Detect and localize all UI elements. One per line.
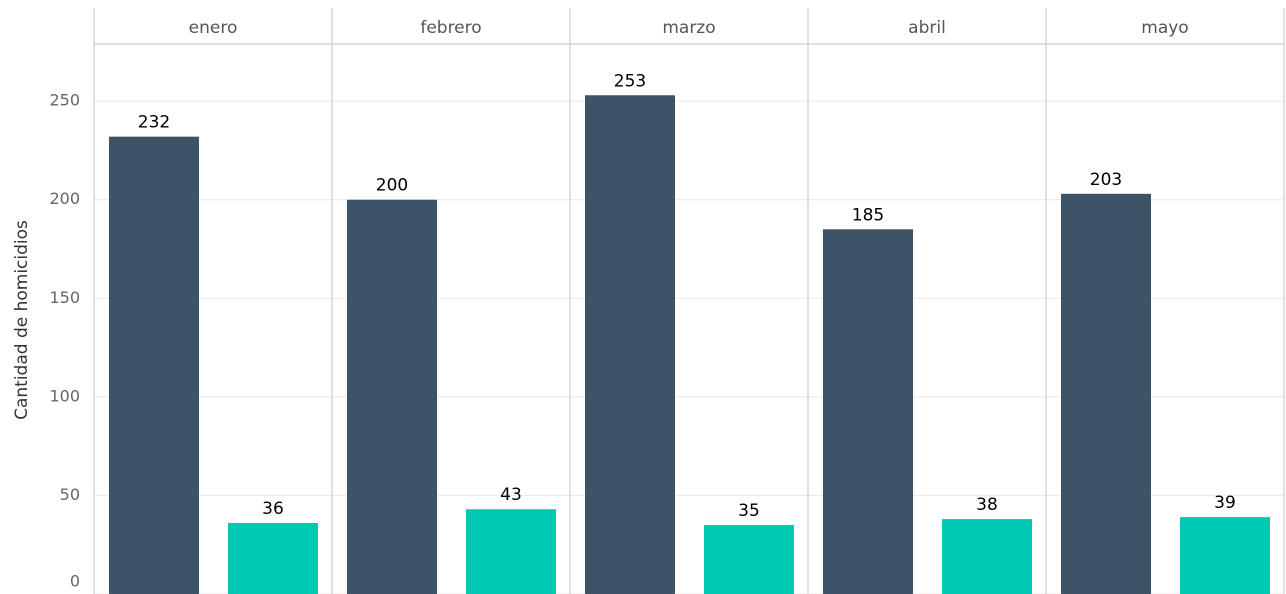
y-axis-title: Cantidad de homicidios xyxy=(12,220,32,420)
data-label: 203 xyxy=(1090,170,1122,190)
data-label: 200 xyxy=(376,176,408,196)
y-tick-label: 250 xyxy=(49,91,80,110)
bar xyxy=(1180,517,1270,594)
strip-label: abril xyxy=(908,18,946,38)
bar xyxy=(228,523,318,594)
bar xyxy=(942,519,1032,594)
data-label: 185 xyxy=(852,205,884,225)
y-tick-label: 150 xyxy=(49,288,80,307)
bar xyxy=(1061,193,1151,594)
strip-label: enero xyxy=(189,18,238,38)
y-tick-label: 200 xyxy=(49,189,80,208)
y-tick-label: 100 xyxy=(49,386,80,405)
y-tick-label: 0 xyxy=(70,572,80,591)
strip-label: marzo xyxy=(662,18,715,38)
bar xyxy=(347,199,437,594)
bar xyxy=(466,509,556,594)
bar xyxy=(823,229,913,594)
data-label: 232 xyxy=(138,113,170,133)
data-label: 35 xyxy=(738,501,760,521)
data-label: 253 xyxy=(614,71,646,91)
strip-label: mayo xyxy=(1141,18,1188,38)
y-tick-label: 50 xyxy=(60,485,80,504)
data-label: 38 xyxy=(976,495,998,515)
bar xyxy=(585,95,675,594)
data-label: 36 xyxy=(262,499,284,519)
strip-label: febrero xyxy=(420,18,481,38)
bar xyxy=(109,136,199,594)
data-label: 43 xyxy=(500,485,522,505)
data-label: 39 xyxy=(1214,493,1236,513)
bar xyxy=(704,525,794,594)
